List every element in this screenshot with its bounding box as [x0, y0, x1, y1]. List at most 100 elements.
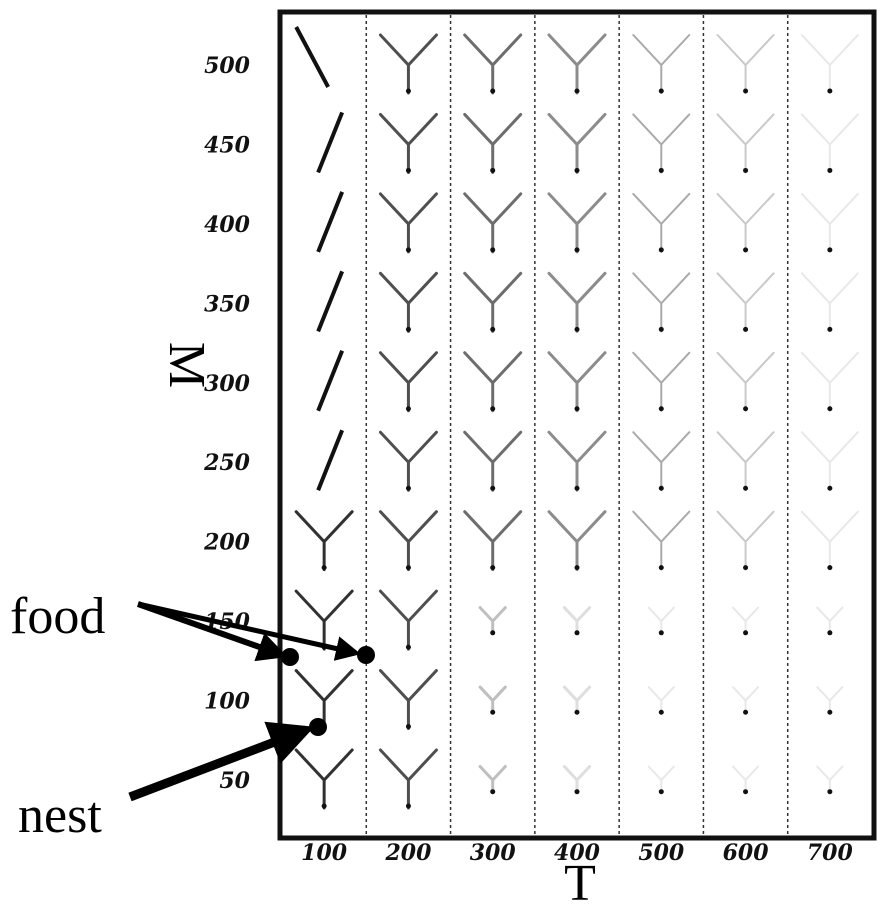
nest-blob: [659, 630, 664, 635]
nest-blob: [575, 565, 580, 570]
nest-blob: [743, 789, 748, 794]
nest-blob: [743, 247, 748, 252]
trail: [465, 512, 521, 570]
trail: [549, 353, 605, 411]
trail: [318, 271, 342, 331]
trail: [718, 432, 774, 490]
trail: [633, 273, 689, 331]
nest-blob: [490, 247, 495, 252]
trail: [549, 512, 605, 570]
nest-blob: [490, 89, 495, 94]
nest-blob: [743, 406, 748, 411]
trail: [549, 35, 605, 93]
nest-blob: [406, 327, 411, 332]
trail: [318, 351, 342, 411]
nest-blob: [827, 247, 832, 252]
trail: [802, 512, 858, 570]
y-axis-label: M: [158, 342, 215, 388]
trail: [465, 35, 521, 93]
y-tick-label: 250: [203, 450, 251, 476]
food-label: food: [10, 588, 105, 645]
trail: [296, 512, 352, 570]
x-tick-label: 200: [384, 840, 432, 866]
nest-blob: [575, 630, 580, 635]
nest-blob: [743, 710, 748, 715]
nest-blob: [827, 565, 832, 570]
trail: [296, 27, 328, 87]
nest-blob: [743, 168, 748, 173]
trail: [633, 512, 689, 570]
trail: [380, 512, 436, 570]
nest-blob: [659, 327, 664, 332]
nest-blob: [490, 486, 495, 491]
nest-blob: [575, 89, 580, 94]
nest-blob: [406, 724, 411, 729]
nest-blob: [827, 789, 832, 794]
pattern-grid: [296, 15, 858, 836]
nest-blob: [827, 406, 832, 411]
nest-blob: [743, 89, 748, 94]
nest-blob: [659, 710, 664, 715]
nest-blob: [322, 565, 327, 570]
nest-blob: [743, 630, 748, 635]
nest-blob: [743, 327, 748, 332]
trail: [549, 114, 605, 172]
trail: [733, 608, 758, 634]
trail: [380, 273, 436, 331]
nest-blob: [406, 247, 411, 252]
nest-blob: [406, 406, 411, 411]
nest-blob: [659, 406, 664, 411]
trail: [718, 273, 774, 331]
trail: [465, 432, 521, 490]
trail: [733, 687, 758, 713]
nest-blob: [827, 327, 832, 332]
trail: [480, 767, 505, 793]
trail: [465, 194, 521, 252]
trail: [633, 114, 689, 172]
trail: [318, 112, 342, 172]
trail: [802, 353, 858, 411]
y-tick-label: 200: [203, 530, 251, 556]
trail: [564, 767, 589, 793]
trail: [480, 608, 505, 634]
y-tick-label: 450: [204, 132, 251, 158]
food-point: [357, 646, 375, 664]
trail: [465, 353, 521, 411]
trail: [564, 687, 589, 713]
x-tick-label: 300: [470, 840, 517, 866]
y-tick-label: 350: [204, 291, 251, 317]
trail: [802, 35, 858, 93]
trail: [549, 273, 605, 331]
nest-blob: [827, 168, 832, 173]
trail: [633, 194, 689, 252]
nest-blob: [659, 168, 664, 173]
nest-blob: [659, 565, 664, 570]
trail: [380, 750, 436, 808]
nest-blob: [575, 168, 580, 173]
trail: [649, 608, 674, 634]
nest-blob: [575, 327, 580, 332]
nest-blob: [490, 327, 495, 332]
nest-blob: [659, 789, 664, 794]
trail: [802, 273, 858, 331]
trail: [380, 353, 436, 411]
trail: [649, 767, 674, 793]
trail: [633, 432, 689, 490]
nest-blob: [406, 168, 411, 173]
nest-label: nest: [18, 787, 102, 844]
trail: [380, 671, 436, 729]
nest-blob: [575, 789, 580, 794]
nest-blob: [406, 565, 411, 570]
trail: [817, 687, 842, 713]
trail: [802, 432, 858, 490]
nest-blob: [406, 645, 411, 650]
trail: [380, 114, 436, 172]
trail: [465, 273, 521, 331]
nest-blob: [575, 247, 580, 252]
y-tick-label: 50: [219, 768, 250, 794]
trail: [817, 608, 842, 634]
trail: [465, 114, 521, 172]
trail: [718, 353, 774, 411]
trail: [817, 767, 842, 793]
nest-blob: [406, 89, 411, 94]
